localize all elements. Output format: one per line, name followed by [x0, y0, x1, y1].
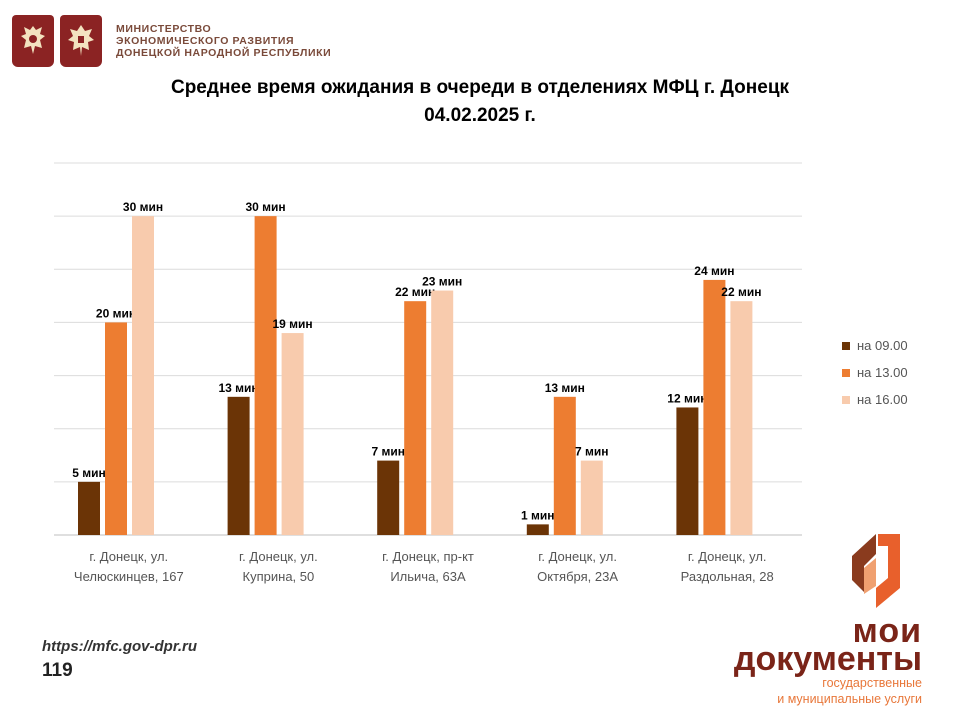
data-label: 13 мин: [219, 381, 259, 395]
bar: [553, 396, 576, 535]
bar: [730, 301, 753, 535]
data-label: 22 мин: [395, 285, 435, 299]
legend-item-1300: на 13.00: [842, 359, 908, 386]
bar: [580, 460, 603, 535]
chart-title-line-1: Среднее время ожидания в очереди в отдел…: [170, 77, 790, 98]
legend-item-1600: на 16.00: [842, 386, 908, 413]
bar: [377, 460, 400, 535]
ministry-name: МИНИСТЕРСТВО ЭКОНОМИЧЕСКОГО РАЗВИТИЯ ДОН…: [116, 23, 331, 59]
data-label: 1 мин: [521, 508, 555, 522]
chart-legend: на 09.00 на 13.00 на 16.00: [842, 332, 908, 413]
bar: [526, 524, 549, 535]
category-label: Октября, 23А: [537, 569, 618, 584]
legend-item-0900: на 09.00: [842, 332, 908, 359]
bar: [431, 290, 454, 535]
data-label: 19 мин: [273, 317, 313, 331]
moi-dokumenty-logo-icon: [852, 534, 900, 608]
ministry-line-3: ДОНЕЦКОЙ НАРОДНОЙ РЕСПУБЛИКИ: [116, 47, 332, 59]
brand-subtitle-line-1: государственные: [822, 676, 922, 690]
data-label: 12 мин: [667, 391, 707, 405]
bar: [78, 481, 100, 535]
data-label: 7 мин: [575, 445, 609, 459]
header: МИНИСТЕРСТВО ЭКОНОМИЧЕСКОГО РАЗВИТИЯ ДОН…: [12, 14, 331, 68]
data-label: 23 мин: [422, 275, 462, 289]
bar: [254, 216, 277, 535]
category-label: Ильича, 63А: [390, 569, 466, 584]
bar: [703, 279, 726, 535]
category-label: г. Донецк, пр-кт: [382, 549, 474, 564]
data-label: 22 мин: [721, 285, 761, 299]
bar: [281, 333, 304, 535]
coat-of-arms-russia-icon: [12, 15, 54, 67]
category-label: Челюскинцев, 167: [74, 569, 184, 584]
data-label: 30 мин: [246, 200, 286, 214]
legend-swatch-1300: [842, 368, 850, 377]
data-label: 13 мин: [545, 381, 585, 395]
website-link[interactable]: https://mfc.gov-dpr.ru: [42, 638, 197, 655]
chart-title: Среднее время ожидания в очереди в отдел…: [60, 74, 900, 130]
brand-title-line-2: документы: [733, 640, 922, 678]
data-label: 30 мин: [123, 200, 163, 214]
ministry-line-2: ЭКОНОМИЧЕСКОГО РАЗВИТИЯ: [116, 35, 295, 47]
bar: [676, 407, 699, 535]
category-label: г. Донецк, ул.: [538, 549, 617, 564]
category-label: г. Донецк, ул.: [89, 549, 168, 564]
coat-of-arms-dpr-icon: [60, 15, 102, 67]
data-label: 20 мин: [96, 306, 136, 320]
brand-block: мои документы государственные и муниципа…: [702, 532, 922, 712]
page-number: 119: [42, 660, 73, 681]
category-label: Куприна, 50: [243, 569, 315, 584]
bar: [404, 301, 427, 535]
bar: [105, 322, 127, 535]
legend-label-0900: на 09.00: [857, 338, 908, 353]
legend-label-1600: на 16.00: [857, 392, 908, 407]
data-label: 7 мин: [371, 445, 405, 459]
chart-title-line-2: 04.02.2025 г.: [424, 105, 536, 126]
bar: [227, 396, 250, 535]
category-label: Раздольная, 28: [681, 569, 774, 584]
brand-title-line-1: мои: [852, 612, 922, 650]
data-label: 24 мин: [694, 264, 734, 278]
data-label: 5 мин: [72, 466, 106, 480]
legend-swatch-1600: [842, 395, 850, 404]
brand-subtitle-line-2: и муниципальные услуги: [777, 692, 922, 706]
ministry-line-1: МИНИСТЕРСТВО: [116, 23, 212, 35]
category-label: г. Донецк, ул.: [688, 549, 767, 564]
bar: [132, 216, 154, 535]
legend-swatch-0900: [842, 341, 850, 350]
category-label: г. Донецк, ул.: [239, 549, 318, 564]
legend-label-1300: на 13.00: [857, 365, 908, 380]
